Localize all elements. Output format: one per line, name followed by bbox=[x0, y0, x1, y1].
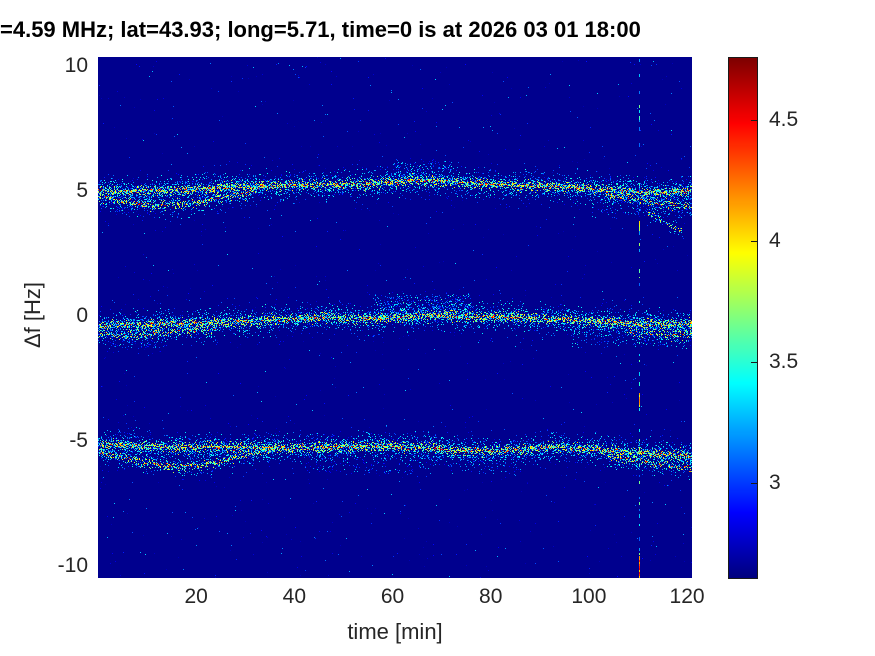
colorbar-tick-label: 3 bbox=[769, 470, 781, 494]
colorbar-tick-mark bbox=[751, 362, 757, 363]
y-tick-label: -10 bbox=[57, 553, 88, 577]
y-tick-label: 5 bbox=[76, 178, 88, 202]
x-tick-label: 40 bbox=[282, 585, 307, 608]
colorbar-tick-mark bbox=[751, 483, 757, 484]
chart-title: =4.59 MHz; lat=43.93; long=5.71, time=0 … bbox=[0, 17, 641, 42]
x-axis-label: time [min] bbox=[347, 619, 443, 644]
colorbar-tick-label: 3.5 bbox=[769, 349, 799, 373]
x-tick-label: 80 bbox=[479, 585, 503, 608]
x-tick-label: 20 bbox=[184, 585, 208, 608]
colorbar bbox=[728, 57, 758, 579]
colorbar-tick-mark bbox=[751, 120, 757, 121]
y-tick-label: 0 bbox=[76, 303, 88, 327]
colorbar-tick-label: 4 bbox=[769, 228, 781, 252]
x-tick-label: 100 bbox=[571, 585, 607, 608]
heatmap-canvas bbox=[98, 57, 692, 578]
plot-area bbox=[98, 57, 692, 578]
y-tick-label: 10 bbox=[64, 53, 88, 77]
x-tick-label: 60 bbox=[380, 585, 405, 608]
colorbar-canvas bbox=[729, 58, 757, 578]
colorbar-tick-label: 4.5 bbox=[769, 107, 799, 131]
colorbar-tick-mark bbox=[751, 241, 757, 242]
x-tick-label: 120 bbox=[669, 585, 705, 608]
y-tick-label: -5 bbox=[69, 428, 88, 452]
